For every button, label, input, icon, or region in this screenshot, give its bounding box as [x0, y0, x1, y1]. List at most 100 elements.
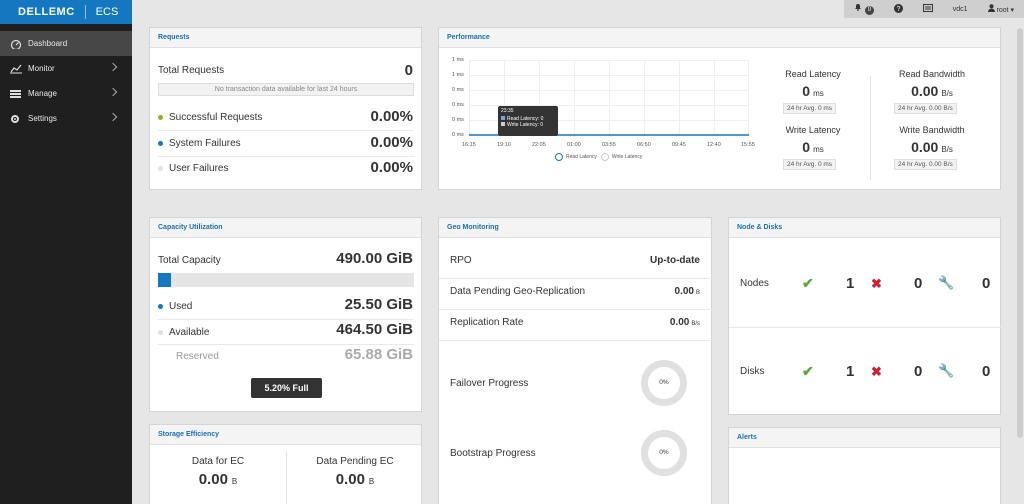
- sidebar-item-label: Dashboard: [28, 39, 68, 48]
- nodes-label: Nodes: [740, 278, 769, 289]
- panel-title: Requests: [150, 28, 421, 48]
- reserved-value: 65.88 GiB: [344, 346, 413, 363]
- performance-chart[interactable]: 1 ms 1 ms 0 ms 0 ms 0 ms 0 ms 16:15 19:1…: [439, 50, 769, 190]
- pending-geo-replication-number: 0.00: [674, 286, 694, 297]
- brand-separator: [84, 5, 86, 19]
- read-bandwidth-avg: 24 hr Avg. 0.00 B/s: [894, 103, 957, 114]
- tooltip-write-latency: Write Latency: 0: [507, 122, 544, 128]
- alerts-bell-button[interactable]: 0: [854, 3, 874, 15]
- read-bandwidth-number: 0.00: [911, 83, 939, 99]
- write-swatch: [501, 122, 505, 126]
- sidebar-nav: Dashboard Monitor Manage Settings: [0, 31, 132, 131]
- write-latency-number: 0: [802, 139, 811, 155]
- cross-icon: ✖: [871, 276, 882, 291]
- x-tick: 09:45: [672, 142, 686, 148]
- capacity-progress-bar: [158, 273, 414, 287]
- write-legend-marker[interactable]: [600, 153, 609, 161]
- replication-rate-value: 0.00 B/s: [670, 317, 700, 328]
- guide-button[interactable]: [922, 4, 933, 14]
- user-failures-row: User Failures: [158, 163, 228, 174]
- performance-panel: Performance 1 ms 1 ms 0 ms 0 ms 0 ms 0 m…: [438, 27, 1001, 190]
- disks-maintenance-count[interactable]: 0: [982, 363, 991, 380]
- panel-title: Alerts: [729, 428, 1000, 448]
- cross-icon: ✖: [871, 364, 882, 379]
- nodes-bad-count[interactable]: 0: [914, 275, 923, 292]
- dashboard-icon: [10, 39, 22, 50]
- panel-title: Performance: [439, 28, 1000, 48]
- data-for-ec-number: 0.00: [198, 471, 228, 488]
- node-disks-panel: Node & Disks Nodes ✔ 1 ✖ 0 🔧 0 Disks ✔ 1…: [728, 217, 1002, 415]
- check-icon: ✔: [802, 275, 814, 291]
- replication-rate-number: 0.00: [669, 317, 690, 328]
- row-divider: [439, 278, 713, 279]
- sidebar-item-settings[interactable]: Settings: [0, 106, 132, 131]
- successful-requests-row: Successful Requests: [158, 112, 262, 123]
- total-requests-label: Total Requests: [158, 65, 225, 76]
- read-bandwidth-unit: B/s: [941, 89, 953, 98]
- sidebar-item-monitor[interactable]: Monitor: [0, 56, 132, 81]
- y-tick: 0 ms: [452, 87, 464, 93]
- gear-icon: [10, 114, 22, 124]
- chart-tooltip: 23:35 Read Latency: 0 Write Latency: 0: [498, 106, 558, 136]
- x-tick: 16:15: [462, 142, 476, 148]
- write-bandwidth-value: 0.00 B/s: [882, 139, 982, 155]
- failover-progress-label: Failover Progress: [450, 378, 529, 389]
- system-failures-label: System Failures: [169, 138, 241, 149]
- read-latency-number: 0: [802, 83, 811, 99]
- panel-title: Geo Monitoring: [439, 218, 711, 238]
- read-bandwidth-value: 0.00 B/s: [882, 83, 982, 99]
- write-bandwidth-number: 0.00: [911, 139, 939, 155]
- panel-title: Node & Disks: [729, 218, 1000, 238]
- sidebar-item-label: Settings: [28, 114, 57, 123]
- failover-progress-donut: 0%: [641, 360, 687, 406]
- row-divider: [729, 327, 1002, 328]
- data-pending-ec-number: 0.00: [335, 471, 365, 488]
- row-divider: [158, 344, 414, 345]
- data-pending-ec-label: Data Pending EC: [316, 456, 394, 467]
- legend-dot: [158, 329, 163, 335]
- read-legend-marker[interactable]: [555, 153, 563, 161]
- legend-write-latency[interactable]: Write Latency: [611, 154, 643, 160]
- vdc-label[interactable]: vdc1: [952, 5, 968, 13]
- nodes-maintenance-count[interactable]: 0: [982, 275, 991, 292]
- used-value: 25.50 GiB: [344, 296, 413, 313]
- read-latency-title: Read Latency: [785, 69, 841, 79]
- pending-geo-replication-unit: B: [695, 290, 700, 296]
- page-scrollbar[interactable]: [1016, 18, 1024, 504]
- x-tick: 12:40: [707, 142, 721, 148]
- system-failures-value: 0.00%: [370, 134, 413, 151]
- alerts-panel: Alerts: [728, 427, 1001, 504]
- sidebar-item-label: Manage: [28, 89, 57, 98]
- svg-text:?: ?: [896, 6, 900, 13]
- sidebar-item-dashboard[interactable]: Dashboard: [0, 31, 132, 56]
- legend-read-latency[interactable]: Read Latency: [566, 154, 597, 160]
- rpo-value: Up-to-date: [650, 255, 700, 266]
- sidebar-item-manage[interactable]: Manage: [0, 81, 132, 106]
- bell-icon: [854, 4, 861, 11]
- help-button[interactable]: ?: [893, 3, 903, 15]
- capacity-panel: Capacity Utilization Total Capacity 490.…: [149, 217, 422, 412]
- sidebar-item-label: Monitor: [28, 64, 55, 73]
- nodes-good-count[interactable]: 1: [846, 275, 855, 292]
- write-bandwidth-avg: 24 hr Avg. 0.00 B/s: [894, 159, 957, 170]
- data-pending-ec-value: 0.00 B: [287, 471, 423, 489]
- bootstrap-progress-value: 0%: [659, 449, 669, 456]
- sidebar: DELLEMC ECS Dashboard Monitor Manage: [0, 0, 132, 504]
- used-row: Used: [158, 301, 192, 312]
- metrics-divider: [870, 76, 871, 180]
- panel-title: Storage Efficiency: [150, 425, 421, 445]
- top-bar-actions: 0 ? vdc1 root ▾: [844, 0, 1024, 18]
- tooltip-write-row: Write Latency: 0: [501, 122, 555, 128]
- user-menu[interactable]: root ▾: [987, 4, 1014, 14]
- available-row: Available: [158, 327, 209, 338]
- column-divider: [286, 451, 287, 504]
- y-tick: 1 ms: [452, 57, 464, 63]
- read-bandwidth-title: Read Bandwidth: [898, 69, 966, 79]
- legend-dot: [158, 165, 163, 171]
- write-latency-unit: ms: [813, 145, 824, 154]
- disks-good-count[interactable]: 1: [846, 363, 855, 380]
- help-icon: ?: [893, 3, 903, 13]
- x-tick: 19:10: [497, 142, 511, 148]
- scrollbar-thumb[interactable]: [1017, 28, 1023, 438]
- disks-bad-count[interactable]: 0: [914, 363, 923, 380]
